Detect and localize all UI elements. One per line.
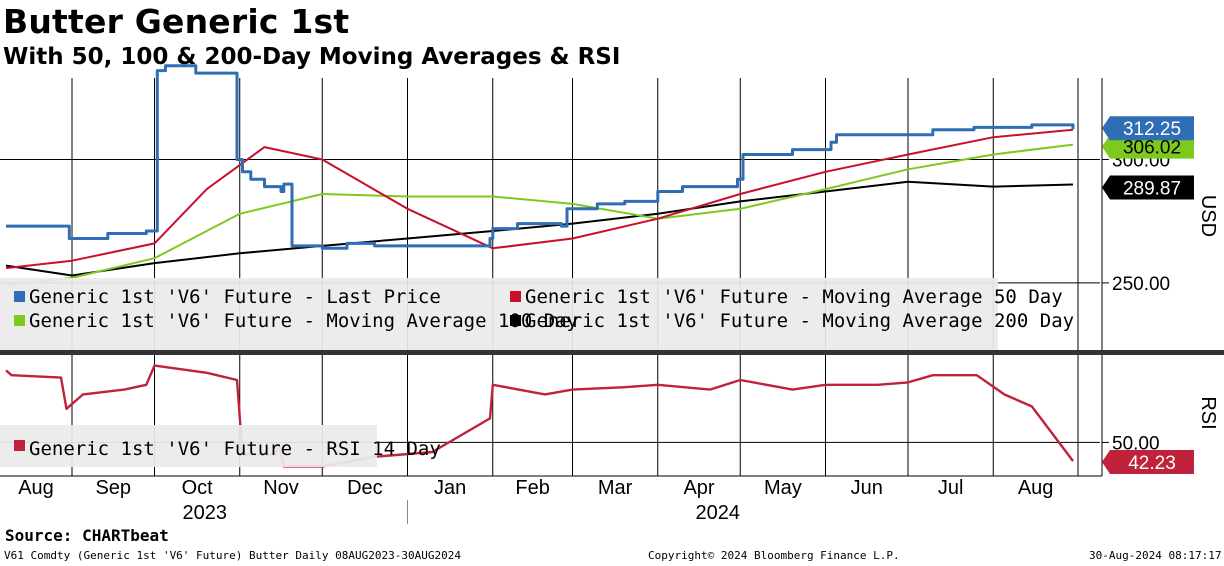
x-tick-label-apr: Apr <box>683 477 714 499</box>
legend-swatch <box>14 315 25 326</box>
x-tick-label-aug: Aug <box>18 477 54 499</box>
x-tick-label-may: May <box>764 477 802 499</box>
value-tag-text: 312.25 <box>1123 119 1181 140</box>
chart-subtitle: With 50, 100 & 200-Day Moving Averages &… <box>3 44 621 70</box>
rsi-series-lines <box>5 364 1074 468</box>
legend-item-generic-1st-v6-future-moving-average-200-day: Generic 1st 'V6' Future - Moving Average… <box>525 310 1074 332</box>
value-tag-last-price: 312.25 <box>1102 116 1194 141</box>
value-tag-background <box>1102 134 1194 159</box>
series-line-generic-1st-v6-future-moving-average-100-day <box>5 143 1074 287</box>
value-tag-background <box>1102 450 1194 475</box>
legend-swatch <box>510 291 521 302</box>
x-tick-label-jul: Jul <box>938 477 964 499</box>
value-tag-rsi: 42.23 <box>1102 450 1194 475</box>
legend-swatch <box>14 440 25 451</box>
value-tag-ma100: 306.02 <box>1102 134 1194 159</box>
y-axis-label-rsi: RSI <box>1197 396 1219 429</box>
value-tag-background <box>1102 175 1194 200</box>
legend-swatch <box>510 315 521 326</box>
price-legend-box <box>0 278 998 350</box>
series-line-generic-1st-v6-future-moving-average-200-day <box>5 180 1074 277</box>
x-tick-label-dec: Dec <box>347 477 383 499</box>
rsi-legend-box <box>0 425 377 467</box>
x-tick-label-aug: Aug <box>1018 477 1054 499</box>
legend-item-generic-1st-v6-future-last-price: Generic 1st 'V6' Future - Last Price <box>29 286 441 308</box>
x-tick-label-jan: Jan <box>434 477 466 499</box>
y-tick-label: 50.00 <box>1112 433 1160 454</box>
x-tick-label-oct: Oct <box>182 477 214 499</box>
value-tag-ma200: 289.87 <box>1102 175 1194 200</box>
x-year-label-2023: 2023 <box>183 502 228 524</box>
value-tag-text: 306.02 <box>1123 138 1181 159</box>
series-line-generic-1st-v6-future-rsi-14-day <box>5 364 1074 468</box>
copyright: Copyright© 2024 Bloomberg Finance L.P. <box>648 549 900 562</box>
value-tag-text: 289.87 <box>1123 178 1181 199</box>
timestamp: 30-Aug-2024 08:17:17 <box>1089 549 1222 562</box>
ticker-info: V61 Comdty (Generic 1st 'V6' Future) But… <box>4 549 461 562</box>
value-tag-text: 42.23 <box>1128 453 1176 474</box>
vertical-gridlines <box>71 78 1079 476</box>
y-tick-label: 250.00 <box>1112 274 1170 295</box>
value-tag-background <box>1102 116 1194 141</box>
legend-swatch <box>14 291 25 302</box>
x-tick-label-feb: Feb <box>515 477 549 499</box>
y-axis-label-usd: USD <box>1197 195 1219 237</box>
legend-item-generic-1st-v6-future-moving-average-100-day: Generic 1st 'V6' Future - Moving Average… <box>29 310 578 332</box>
legend: Generic 1st 'V6' Future - Last Price Gene… <box>0 278 1074 467</box>
legend-item-generic-1st-v6-future-moving-average-50-day: Generic 1st 'V6' Future - Moving Average… <box>525 286 1063 308</box>
price-series-lines <box>5 64 1075 287</box>
legend-item-generic-1st-v6-future-rsi-14-day: Generic 1st 'V6' Future - RSI 14 Day <box>29 438 441 460</box>
x-tick-label-nov: Nov <box>263 477 299 499</box>
panel-separator <box>0 350 1224 355</box>
chart-title: Butter Generic 1st <box>3 2 350 41</box>
x-tick-label-mar: Mar <box>598 477 633 499</box>
series-line-generic-1st-v6-future-last-price <box>6 64 1075 250</box>
x-tick-label-jun: Jun <box>851 477 883 499</box>
x-tick-label-sep: Sep <box>95 477 131 499</box>
x-year-label-2024: 2024 <box>696 502 741 524</box>
series-line-generic-1st-v6-future-moving-average-50-day <box>5 128 1074 270</box>
source-label: Source: CHARTbeat <box>5 526 169 545</box>
